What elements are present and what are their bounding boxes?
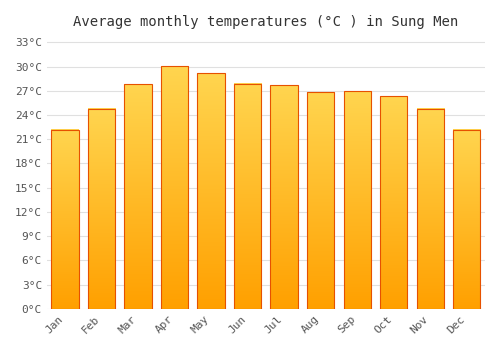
Bar: [124, 84, 152, 309]
Bar: [161, 66, 188, 309]
Bar: [234, 84, 262, 309]
Bar: [453, 130, 480, 309]
Bar: [380, 97, 407, 309]
Bar: [307, 92, 334, 309]
Bar: [344, 91, 371, 309]
Bar: [416, 108, 444, 309]
Bar: [52, 130, 79, 309]
Bar: [270, 85, 298, 309]
Bar: [88, 108, 116, 309]
Bar: [198, 73, 225, 309]
Title: Average monthly temperatures (°C ) in Sung Men: Average monthly temperatures (°C ) in Su…: [74, 15, 458, 29]
